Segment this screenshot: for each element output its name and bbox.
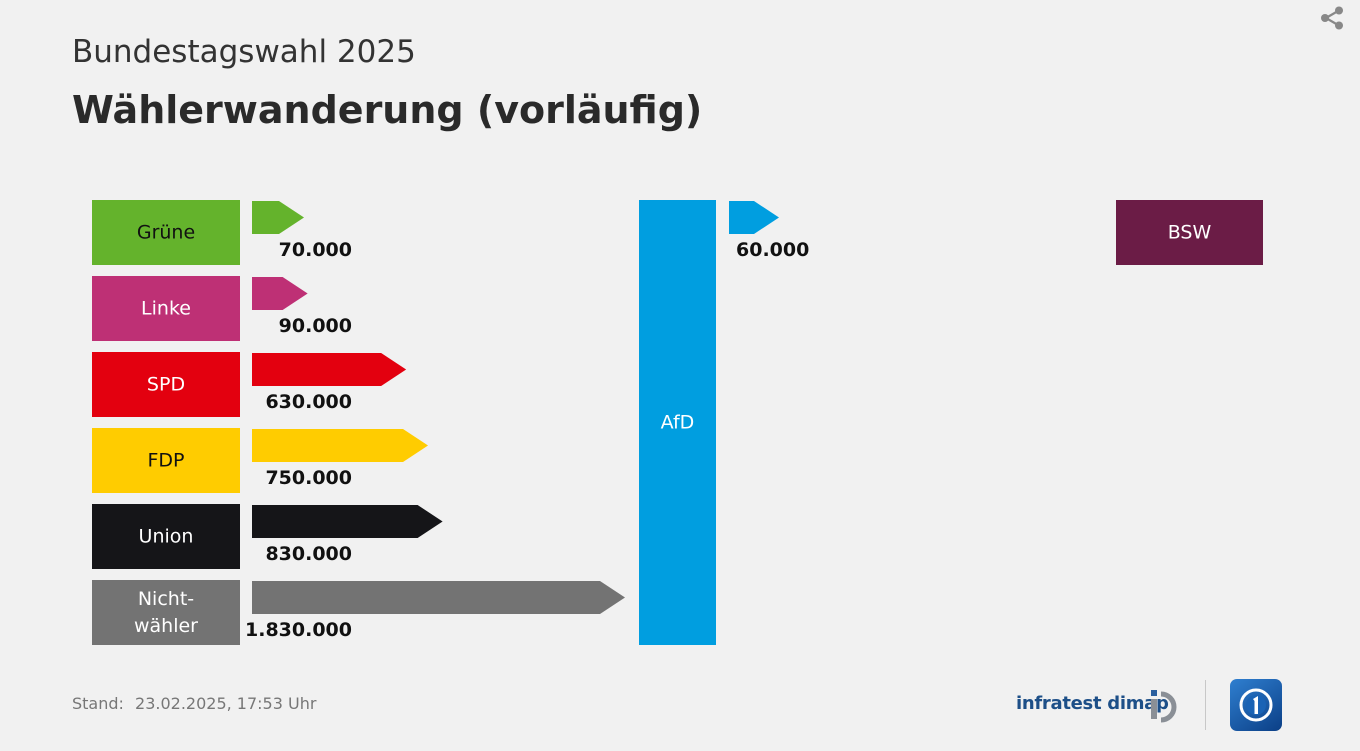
timestamp-value: 23.02.2025, 17:53 Uhr bbox=[135, 694, 317, 713]
tagesschau-logo-icon[interactable] bbox=[1230, 679, 1282, 731]
party-label-spd: SPD bbox=[147, 374, 185, 396]
party-label-nicht-wähler-line-1: Nicht- bbox=[138, 588, 194, 610]
page-title: Wählerwanderung (vorläufig) bbox=[72, 88, 703, 132]
infratest-dimap-logo-icon bbox=[1151, 690, 1177, 723]
flow-value-spd: 630.000 bbox=[265, 391, 352, 413]
party-label-linke: Linke bbox=[141, 298, 191, 320]
flow-value-fdp: 750.000 bbox=[265, 467, 352, 489]
outflow-value-bsw: 60.000 bbox=[736, 239, 809, 261]
party-box-fdp bbox=[92, 428, 240, 493]
flow-arrow-union bbox=[252, 505, 443, 538]
flow-arrow-spd bbox=[252, 353, 407, 386]
tagesschau-globe-icon bbox=[1239, 688, 1273, 722]
flow-value-grüne: 70.000 bbox=[279, 239, 352, 261]
party-box-union bbox=[92, 504, 240, 569]
brand-name: infratest dimap bbox=[1016, 693, 1169, 714]
share-icon[interactable] bbox=[1318, 4, 1346, 32]
flow-value-nicht-wähler: 1.830.000 bbox=[245, 619, 352, 641]
party-box-linke bbox=[92, 276, 240, 341]
page-subtitle: Bundestagswahl 2025 bbox=[72, 34, 416, 70]
flow-arrow-nicht-wähler bbox=[252, 581, 625, 614]
flow-value-union: 830.000 bbox=[265, 543, 352, 565]
flow-arrow-fdp bbox=[252, 429, 429, 462]
party-label-nicht-wähler-line-2: wähler bbox=[134, 615, 198, 637]
timestamp-label: Stand: bbox=[72, 694, 124, 713]
outflow-arrow-bsw bbox=[729, 201, 779, 234]
flow-arrow-linke bbox=[252, 277, 308, 310]
party-label-union: Union bbox=[139, 526, 194, 548]
party-box-grüne bbox=[92, 200, 240, 265]
target-label-afd: AfD bbox=[661, 412, 695, 434]
party-box-spd bbox=[92, 352, 240, 417]
target-bar-afd bbox=[639, 200, 716, 645]
party-box-bsw bbox=[1116, 200, 1263, 265]
timestamp: Stand: 23.02.2025, 17:53 Uhr bbox=[72, 694, 322, 713]
footer-divider bbox=[1205, 680, 1206, 730]
flow-value-linke: 90.000 bbox=[279, 315, 352, 337]
party-label-bsw: BSW bbox=[1168, 222, 1212, 244]
party-box-nicht-wähler bbox=[92, 580, 240, 645]
party-label-fdp: FDP bbox=[147, 450, 184, 472]
flow-arrow-grüne bbox=[252, 201, 304, 234]
party-label-grüne: Grüne bbox=[137, 222, 195, 244]
